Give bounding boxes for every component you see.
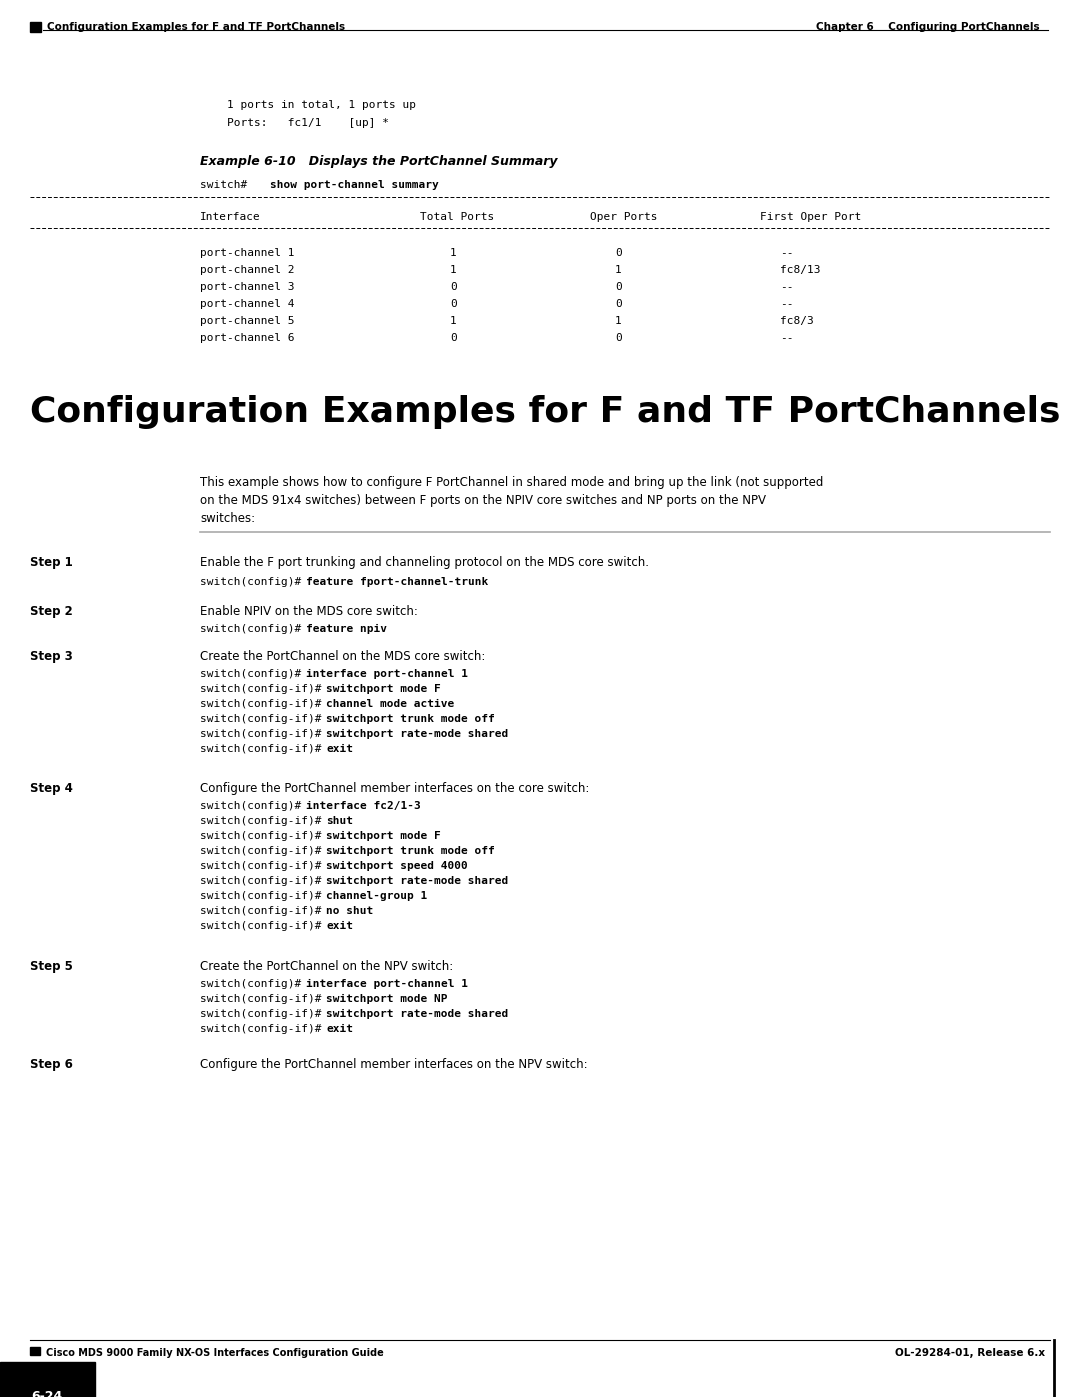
Text: switchport mode F: switchport mode F (326, 685, 441, 694)
Text: switchport mode F: switchport mode F (326, 831, 441, 841)
Text: switch(config-if)#: switch(config-if)# (200, 685, 328, 694)
Text: switch(config-if)#: switch(config-if)# (200, 891, 328, 901)
Text: 1: 1 (450, 316, 457, 326)
Text: Step 3: Step 3 (30, 650, 72, 664)
Text: switch(config-if)#: switch(config-if)# (200, 861, 328, 870)
Text: 6-24: 6-24 (31, 1390, 63, 1397)
Text: feature npiv: feature npiv (307, 624, 388, 634)
Text: Ports:   fc1/1    [up] *: Ports: fc1/1 [up] * (200, 117, 389, 129)
Text: port-channel 1: port-channel 1 (200, 249, 295, 258)
Text: Step 5: Step 5 (30, 960, 72, 972)
Text: Step 2: Step 2 (30, 605, 72, 617)
Text: Step 6: Step 6 (30, 1058, 72, 1071)
Text: on the MDS 91x4 switches) between F ports on the NPIV core switches and NP ports: on the MDS 91x4 switches) between F port… (200, 495, 766, 507)
Text: Configuration Examples for F and TF PortChannels: Configuration Examples for F and TF Port… (48, 22, 346, 32)
Text: 1 ports in total, 1 ports up: 1 ports in total, 1 ports up (200, 101, 416, 110)
Text: switch(config-if)#: switch(config-if)# (200, 1024, 328, 1034)
Text: switch(config)#: switch(config)# (200, 577, 308, 587)
Text: switch(config-if)#: switch(config-if)# (200, 907, 328, 916)
Text: 0: 0 (615, 299, 622, 309)
Text: 0: 0 (615, 332, 622, 344)
Text: exit: exit (326, 921, 353, 930)
Text: Create the PortChannel on the MDS core switch:: Create the PortChannel on the MDS core s… (200, 650, 485, 664)
Text: port-channel 2: port-channel 2 (200, 265, 295, 275)
Text: switchport speed 4000: switchport speed 4000 (326, 861, 468, 872)
Text: --: -- (780, 299, 794, 309)
Text: 0: 0 (615, 249, 622, 258)
Text: switch(config-if)#: switch(config-if)# (200, 995, 328, 1004)
Text: switch(config-if)#: switch(config-if)# (200, 745, 328, 754)
Text: Interface: Interface (200, 212, 260, 222)
Text: fc8/3: fc8/3 (780, 316, 813, 326)
Text: First Oper Port: First Oper Port (760, 212, 861, 222)
Text: channel-group 1: channel-group 1 (326, 891, 428, 901)
Text: switch(config-if)#: switch(config-if)# (200, 1009, 328, 1018)
Text: Chapter 6    Configuring PortChannels: Chapter 6 Configuring PortChannels (816, 22, 1040, 32)
Text: switch(config)#: switch(config)# (200, 624, 308, 634)
Text: switch(config-if)#: switch(config-if)# (200, 831, 328, 841)
Text: Enable NPIV on the MDS core switch:: Enable NPIV on the MDS core switch: (200, 605, 418, 617)
Text: interface port-channel 1: interface port-channel 1 (307, 669, 469, 679)
Text: OL-29284-01, Release 6.x: OL-29284-01, Release 6.x (895, 1348, 1045, 1358)
Text: 0: 0 (450, 332, 457, 344)
Text: switchport rate-mode shared: switchport rate-mode shared (326, 729, 509, 739)
Text: This example shows how to configure F PortChannel in shared mode and bring up th: This example shows how to configure F Po… (200, 476, 823, 489)
Text: switch(config-if)#: switch(config-if)# (200, 921, 328, 930)
Text: 1: 1 (615, 316, 622, 326)
Text: Example 6-10   Displays the PortChannel Summary: Example 6-10 Displays the PortChannel Su… (200, 155, 557, 168)
Text: Enable the F port trunking and channeling protocol on the MDS core switch.: Enable the F port trunking and channelin… (200, 556, 649, 569)
Text: Step 1: Step 1 (30, 556, 72, 569)
Text: 0: 0 (450, 299, 457, 309)
Text: 1: 1 (615, 265, 622, 275)
Text: switchport rate-mode shared: switchport rate-mode shared (326, 1009, 509, 1018)
Text: switch(config)#: switch(config)# (200, 979, 308, 989)
Text: port-channel 6: port-channel 6 (200, 332, 295, 344)
Text: port-channel 5: port-channel 5 (200, 316, 295, 326)
Bar (0, 1362, 95, 1397)
Text: switch(config-if)#: switch(config-if)# (200, 847, 328, 856)
Text: switch(config-if)#: switch(config-if)# (200, 698, 328, 710)
Text: switch(config)#: switch(config)# (200, 669, 308, 679)
Text: switchport trunk mode off: switchport trunk mode off (326, 847, 495, 856)
Text: switch(config-if)#: switch(config-if)# (200, 729, 328, 739)
Text: port-channel 3: port-channel 3 (200, 282, 295, 292)
Text: interface port-channel 1: interface port-channel 1 (307, 979, 469, 989)
Text: switch(config-if)#: switch(config-if)# (200, 714, 328, 724)
Text: channel mode active: channel mode active (326, 698, 455, 710)
Text: show port-channel summary: show port-channel summary (270, 180, 438, 190)
Text: 1: 1 (450, 249, 457, 258)
Text: --: -- (780, 249, 794, 258)
Text: switch(config-if)#: switch(config-if)# (200, 816, 328, 826)
Text: Create the PortChannel on the NPV switch:: Create the PortChannel on the NPV switch… (200, 960, 454, 972)
Text: shut: shut (326, 816, 353, 826)
Text: switchport mode NP: switchport mode NP (326, 995, 448, 1004)
Text: 0: 0 (615, 282, 622, 292)
Text: switch#: switch# (200, 180, 254, 190)
Text: port-channel 4: port-channel 4 (200, 299, 295, 309)
Text: interface fc2/1-3: interface fc2/1-3 (307, 800, 421, 812)
Text: fc8/13: fc8/13 (780, 265, 821, 275)
Text: --: -- (780, 332, 794, 344)
Text: switch(config)#: switch(config)# (200, 800, 308, 812)
Text: Configure the PortChannel member interfaces on the core switch:: Configure the PortChannel member interfa… (200, 782, 590, 795)
Text: Configuration Examples for F and TF PortChannels: Configuration Examples for F and TF Port… (30, 395, 1061, 429)
Text: exit: exit (326, 745, 353, 754)
Text: Configure the PortChannel member interfaces on the NPV switch:: Configure the PortChannel member interfa… (200, 1058, 588, 1071)
Text: Cisco MDS 9000 Family NX-OS Interfaces Configuration Guide: Cisco MDS 9000 Family NX-OS Interfaces C… (46, 1348, 383, 1358)
Text: feature fport-channel-trunk: feature fport-channel-trunk (307, 577, 488, 587)
Text: --: -- (780, 282, 794, 292)
Text: switches:: switches: (200, 511, 255, 525)
Text: Oper Ports: Oper Ports (590, 212, 658, 222)
Bar (30, 1347, 40, 1355)
Text: 0: 0 (450, 282, 457, 292)
Text: exit: exit (326, 1024, 353, 1034)
Bar (30, 22, 41, 32)
Text: switchport rate-mode shared: switchport rate-mode shared (326, 876, 509, 886)
Text: switch(config-if)#: switch(config-if)# (200, 876, 328, 886)
Text: Total Ports: Total Ports (420, 212, 495, 222)
Text: no shut: no shut (326, 907, 374, 916)
Text: Step 4: Step 4 (30, 782, 72, 795)
Text: 1: 1 (450, 265, 457, 275)
Text: switchport trunk mode off: switchport trunk mode off (326, 714, 495, 724)
